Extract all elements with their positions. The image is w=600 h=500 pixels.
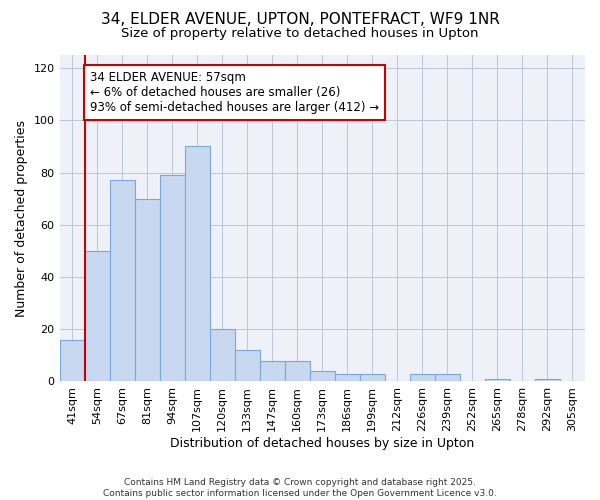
Bar xyxy=(185,146,209,382)
Bar xyxy=(535,379,560,382)
Bar xyxy=(85,251,110,382)
Bar xyxy=(134,198,160,382)
Bar xyxy=(435,374,460,382)
Bar xyxy=(260,360,285,382)
Y-axis label: Number of detached properties: Number of detached properties xyxy=(15,120,28,316)
Bar xyxy=(110,180,134,382)
Bar xyxy=(59,340,85,382)
Bar xyxy=(235,350,260,382)
Bar xyxy=(160,175,185,382)
Text: 34, ELDER AVENUE, UPTON, PONTEFRACT, WF9 1NR: 34, ELDER AVENUE, UPTON, PONTEFRACT, WF9… xyxy=(101,12,499,28)
Text: Contains HM Land Registry data © Crown copyright and database right 2025.
Contai: Contains HM Land Registry data © Crown c… xyxy=(103,478,497,498)
X-axis label: Distribution of detached houses by size in Upton: Distribution of detached houses by size … xyxy=(170,437,475,450)
Bar xyxy=(410,374,435,382)
Bar xyxy=(310,371,335,382)
Bar xyxy=(209,329,235,382)
Bar xyxy=(335,374,360,382)
Bar xyxy=(285,360,310,382)
Text: Size of property relative to detached houses in Upton: Size of property relative to detached ho… xyxy=(121,28,479,40)
Text: 34 ELDER AVENUE: 57sqm
← 6% of detached houses are smaller (26)
93% of semi-deta: 34 ELDER AVENUE: 57sqm ← 6% of detached … xyxy=(89,70,379,114)
Bar xyxy=(485,379,510,382)
Bar xyxy=(360,374,385,382)
